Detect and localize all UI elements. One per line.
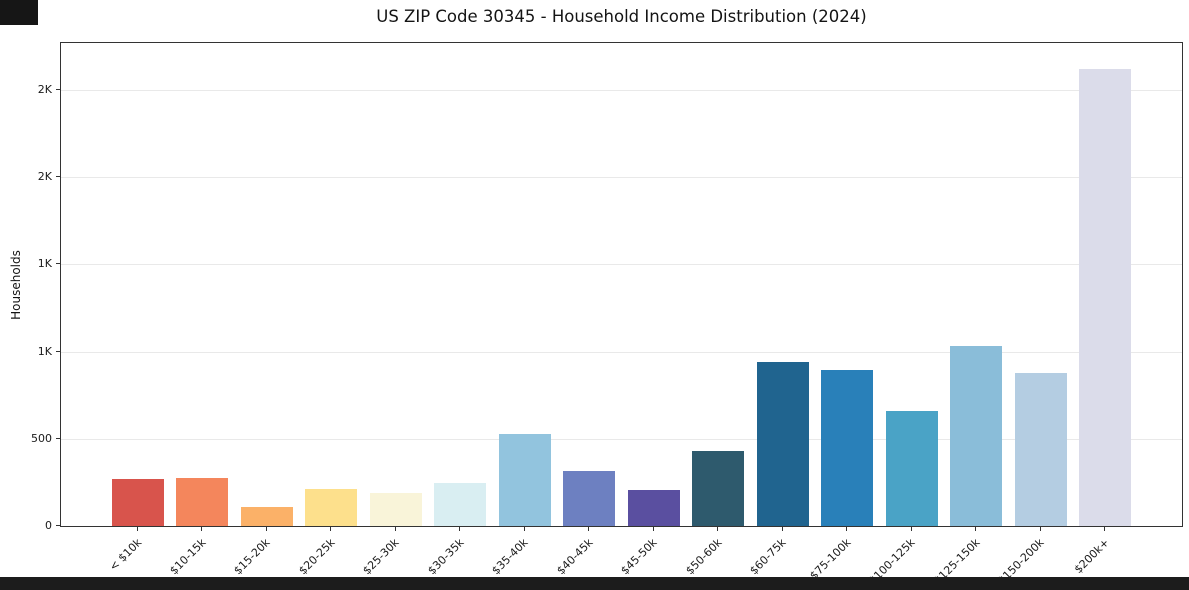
y-tick-mark xyxy=(56,525,60,526)
y-tick-label: 2K xyxy=(37,83,52,97)
bar xyxy=(950,346,1003,526)
x-tick-mark xyxy=(1104,527,1106,531)
x-tick-label-text: $200k+ xyxy=(1071,536,1112,577)
x-tick-mark xyxy=(652,527,654,531)
x-tick-mark xyxy=(717,527,719,531)
x-tick-mark xyxy=(1039,527,1041,531)
gridline xyxy=(61,90,1182,92)
chart-title: US ZIP Code 30345 - Household Income Dis… xyxy=(376,7,867,26)
gridline xyxy=(61,177,1182,179)
x-tick-label-text: $20-25k xyxy=(296,536,338,578)
income-distribution-chart: US ZIP Code 30345 - Household Income Dis… xyxy=(9,7,1183,587)
taskbar-strip xyxy=(0,577,1189,590)
y-tick-label: 1K xyxy=(37,344,52,358)
y-tick-mark xyxy=(56,176,60,178)
x-tick-label-text: $25-30k xyxy=(360,536,402,578)
x-tick-mark xyxy=(394,527,396,531)
bar xyxy=(111,478,164,526)
x-tick-label-text: $50-60k xyxy=(683,536,725,578)
bar xyxy=(756,362,809,526)
bar xyxy=(885,410,938,526)
x-tick-label-text: $30-35k xyxy=(425,536,467,578)
bar xyxy=(1014,372,1067,526)
gridline xyxy=(61,351,1182,353)
bar xyxy=(369,493,422,526)
y-tick-mark xyxy=(56,437,60,439)
y-tick-mark xyxy=(56,89,60,91)
bar xyxy=(627,489,680,526)
x-tick-mark xyxy=(910,527,912,531)
y-tick-label: 0 xyxy=(45,519,52,532)
x-tick-mark xyxy=(201,527,203,531)
x-tick-label-text: $75-100k xyxy=(807,536,854,583)
x-tick-mark xyxy=(523,527,525,531)
y-tick-label: 1K xyxy=(37,257,52,271)
bar xyxy=(176,477,229,526)
x-tick-mark xyxy=(136,527,138,531)
x-tick-label-text: $60-75k xyxy=(747,536,789,578)
x-tick-mark xyxy=(846,527,848,531)
x-tick-label-text: $15-20k xyxy=(231,536,273,578)
x-tick-mark xyxy=(330,527,332,531)
bar xyxy=(240,506,293,526)
bar xyxy=(1079,69,1132,526)
bars-container xyxy=(61,43,1182,526)
x-tick-label-text: $45-50k xyxy=(618,536,660,578)
bar xyxy=(821,369,874,526)
x-tick-label-text: $40-45k xyxy=(554,536,596,578)
gridline xyxy=(61,438,1182,440)
y-tick-mark xyxy=(56,263,60,265)
y-tick-label: 500 xyxy=(31,431,52,445)
x-tick-mark xyxy=(781,527,783,531)
x-tick-label-text: $10-15k xyxy=(167,536,209,578)
gridline xyxy=(61,264,1182,266)
x-tick-mark xyxy=(265,527,267,531)
x-tick-mark xyxy=(588,527,590,531)
x-tick-mark xyxy=(975,527,977,531)
y-tick-label: 2K xyxy=(37,170,52,184)
x-tick-label-text: $35-40k xyxy=(489,536,531,578)
y-tick-mark xyxy=(56,350,60,352)
x-tick-label-text: < $10k xyxy=(106,536,144,574)
plot-area xyxy=(60,42,1183,527)
bar xyxy=(692,450,745,526)
bar xyxy=(305,488,358,526)
bar xyxy=(434,482,487,526)
window-corner-decoration xyxy=(0,0,38,25)
bar xyxy=(563,471,616,526)
x-tick-mark xyxy=(459,527,461,531)
bar xyxy=(498,433,551,526)
